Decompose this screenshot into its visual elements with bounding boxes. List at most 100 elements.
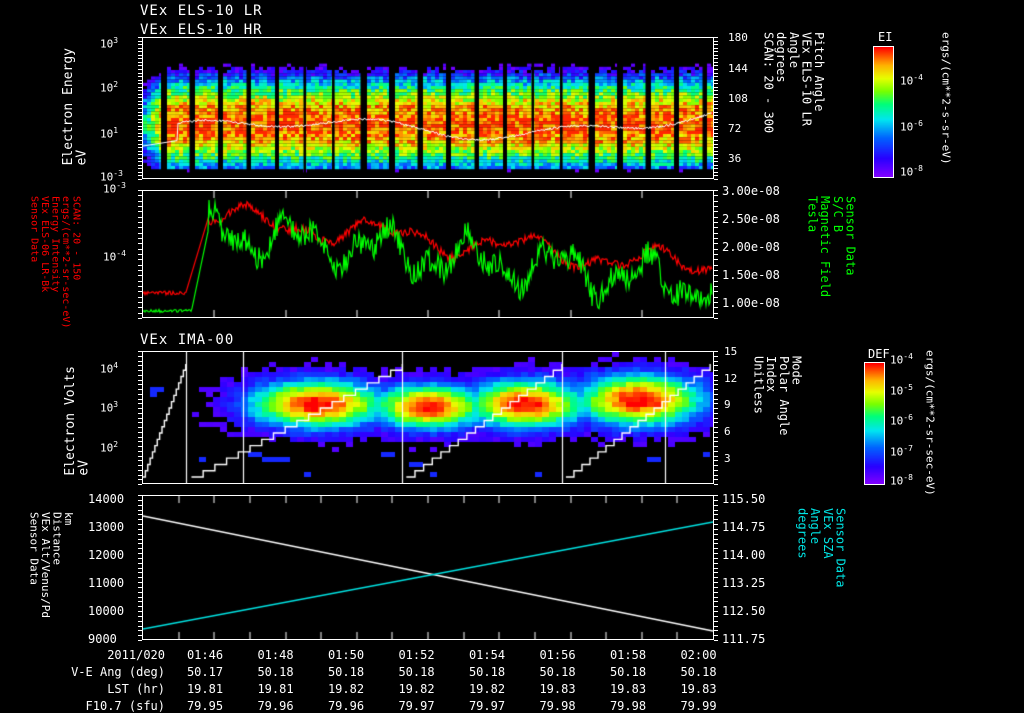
time-table-cell: 19.83	[539, 682, 576, 696]
time-table-cell: 50.18	[609, 665, 647, 679]
axis-tick	[138, 154, 142, 155]
axis-tick	[714, 270, 718, 271]
axis-tick	[714, 281, 718, 282]
panel3-right-label-unit: Unitless	[751, 356, 766, 414]
axis-tick	[138, 211, 142, 212]
axis-tick	[138, 51, 142, 52]
panel1-plot-frame[interactable]	[142, 37, 714, 179]
panel3-title: VEx IMA-00	[140, 332, 235, 348]
panel3-plot-frame[interactable]	[142, 351, 714, 484]
axis-tick	[714, 318, 718, 319]
axis-tick	[138, 119, 142, 120]
panel4-ytick-12000: 12000	[88, 548, 125, 562]
axis-tick	[714, 73, 718, 74]
axis-tick	[714, 451, 718, 452]
axis-tick	[138, 265, 142, 266]
axis-tick	[138, 243, 142, 244]
axis-tick	[138, 222, 142, 223]
panel1-right-label-scan: SCAN: 20 - 300	[761, 32, 776, 134]
axis-tick	[714, 510, 718, 511]
axis-tick	[138, 227, 142, 228]
axis-tick	[138, 626, 142, 627]
axis-tick	[138, 175, 142, 176]
axis-tick	[138, 97, 142, 98]
panel4-plot-frame[interactable]	[142, 495, 714, 640]
panel4-rtick-0: 115.50	[722, 492, 766, 506]
panel4-left-axis-label: Sensor Data VEx Alt/Venus/Pd Distance km	[28, 512, 76, 618]
axis-tick	[138, 270, 142, 271]
panel4-rtick-2: 114.00	[722, 548, 766, 562]
axis-tick	[138, 432, 142, 433]
time-table-cell: 79.95	[186, 699, 224, 713]
panel1-rtick-72: 72	[728, 122, 742, 135]
panel2-right-label-title: Sensor Data	[843, 196, 858, 276]
axis-tick	[138, 539, 142, 540]
axis-tick	[138, 558, 142, 559]
axis-tick	[138, 41, 142, 42]
axis-tick	[714, 133, 718, 134]
time-table-cell: 79.98	[539, 699, 576, 713]
panel1-rtick-144: 144	[728, 62, 748, 75]
colorbar3[interactable]	[864, 362, 885, 485]
panel3-rtick-3: 3	[724, 452, 731, 465]
axis-tick	[138, 90, 142, 91]
panel2-left-label-title: Sensor Data	[28, 196, 40, 263]
axis-tick	[138, 621, 142, 622]
panel4-rtick-4: 112.50	[722, 604, 766, 618]
tick-base: 10	[100, 170, 114, 184]
panel1-left-axis-label-line1: Electron Energy	[61, 48, 76, 166]
time-table-cell: 79.96	[327, 699, 365, 713]
axis-tick	[714, 51, 718, 52]
axis-tick	[138, 399, 142, 400]
axis-tick	[714, 413, 718, 414]
time-table-cell: 50.18	[257, 665, 294, 679]
tick-base: 10	[100, 127, 114, 141]
axis-tick	[138, 582, 142, 583]
axis-tick	[138, 500, 142, 501]
axis-tick	[138, 69, 142, 70]
axis-tick	[138, 87, 142, 88]
axis-tick	[138, 568, 142, 569]
axis-tick	[714, 437, 718, 438]
axis-tick	[714, 611, 718, 612]
axis-tick	[138, 441, 142, 442]
panel2-ytick-1e-3: 10-3	[103, 181, 126, 196]
axis-tick	[714, 190, 718, 191]
axis-tick	[138, 76, 142, 77]
axis-tick	[138, 94, 142, 95]
tick-exp: 1	[113, 126, 119, 135]
time-table-cell: 79.97	[468, 699, 506, 713]
axis-tick	[714, 380, 718, 381]
axis-tick	[714, 259, 718, 260]
panel1-right-label-degrees: degrees	[774, 32, 789, 83]
time-table-cell: 01:58	[609, 648, 647, 662]
axis-tick	[714, 302, 718, 303]
time-table-row-label: 2011/020	[107, 648, 165, 662]
time-table-cell: 01:48	[257, 648, 294, 662]
panel2-left-label-quantity: Energy Intensity	[49, 196, 61, 293]
axis-tick	[138, 572, 142, 573]
axis-tick	[138, 408, 142, 409]
time-table-cell: 19.82	[327, 682, 365, 696]
axis-tick	[138, 475, 142, 476]
axis-tick	[714, 403, 718, 404]
panel2-left-label-sensor: VEx ELS-06 LR-Bk	[39, 196, 50, 293]
axis-tick	[138, 534, 142, 535]
axis-tick	[714, 158, 718, 159]
axis-tick	[714, 94, 718, 95]
axis-tick	[714, 122, 718, 123]
axis-tick	[714, 297, 718, 298]
axis-tick	[138, 307, 142, 308]
panel2-plot-frame[interactable]	[142, 190, 714, 318]
axis-tick	[138, 112, 142, 113]
panel3-rtick-9: 9	[724, 398, 731, 411]
panel3-left-axis-label: Electron Volts eV	[63, 366, 92, 476]
axis-tick	[714, 112, 718, 113]
axis-tick	[714, 151, 718, 152]
time-table-cell: 19.82	[398, 682, 435, 696]
axis-tick	[138, 168, 142, 169]
colorbar1[interactable]	[873, 46, 894, 178]
axis-tick	[714, 568, 718, 569]
time-table-cell: 01:46	[186, 648, 224, 662]
panel2-rtick-0: 3.00e-08	[722, 184, 780, 198]
